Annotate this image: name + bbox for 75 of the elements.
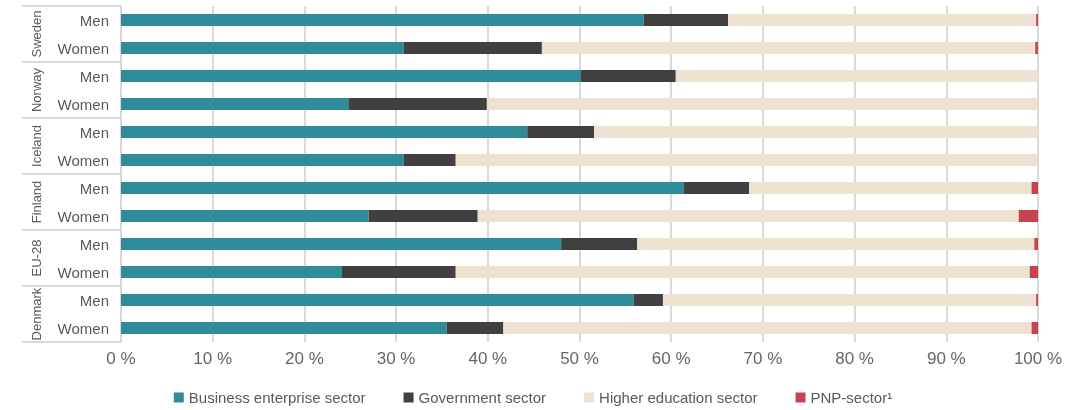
y-tick-label: Women <box>57 263 109 281</box>
bar <box>633 294 663 306</box>
x-tick-label: 90 % <box>926 349 966 368</box>
y-tick-label: Women <box>57 319 109 337</box>
y-tick-label: Women <box>57 95 109 113</box>
y-tick-label: Men <box>79 67 109 85</box>
x-tick-label: 30 % <box>376 349 416 368</box>
bar <box>1018 210 1038 222</box>
bar <box>121 266 342 278</box>
x-tick-label: 60 % <box>651 349 691 368</box>
bar <box>643 14 729 26</box>
bar <box>403 42 542 54</box>
bar <box>121 70 581 82</box>
bar <box>455 154 1038 166</box>
bar <box>455 266 1030 278</box>
x-tick-label: 40 % <box>468 349 508 368</box>
legend-label: Higher education sector <box>599 389 758 406</box>
legend-label: PNP-sector¹ <box>810 389 893 406</box>
bar <box>580 70 676 82</box>
text: Iceland <box>28 125 44 167</box>
x-tick-label: 0 % <box>106 349 136 368</box>
bar <box>477 210 1019 222</box>
bar <box>486 98 1038 110</box>
bar <box>728 14 1037 26</box>
x-tick-label: 100 % <box>1013 349 1063 368</box>
legend-label: Government sector <box>418 389 547 406</box>
y-tick-label: Men <box>79 179 109 197</box>
bar <box>121 126 528 138</box>
bar <box>121 294 634 306</box>
text: EU-28 <box>28 239 44 277</box>
bar <box>749 182 1032 194</box>
bar <box>1035 42 1038 54</box>
bar <box>527 126 595 138</box>
text: Denmark <box>28 287 44 341</box>
bar <box>1029 266 1038 278</box>
bar <box>541 42 1036 54</box>
text: Finland <box>28 180 44 224</box>
bar <box>1031 182 1038 194</box>
x-tick-label: 50 % <box>560 349 599 368</box>
text: Sweden <box>28 10 44 58</box>
bar <box>1034 238 1038 250</box>
bar <box>403 154 456 166</box>
y-tick-label: Men <box>79 235 109 253</box>
bar <box>121 98 349 110</box>
bar <box>121 42 404 54</box>
y-tick-label: Men <box>79 291 109 309</box>
bar <box>121 154 404 166</box>
bar <box>594 126 1038 138</box>
y-tick-label: Women <box>57 39 109 57</box>
bar <box>446 322 504 334</box>
bar <box>121 238 562 250</box>
text: Norway <box>28 67 44 113</box>
y-tick-label: Men <box>79 123 109 141</box>
bar <box>675 70 1038 82</box>
x-tick-label: 20 % <box>285 349 324 368</box>
bar <box>121 14 644 26</box>
x-tick-label: 10 % <box>193 349 233 368</box>
x-tick-label: 70 % <box>743 349 783 368</box>
bar <box>342 266 456 278</box>
bar <box>662 294 1037 306</box>
x-tick-label: 80 % <box>835 349 874 368</box>
bar <box>121 322 447 334</box>
bar <box>684 182 750 194</box>
bar <box>561 238 638 250</box>
y-tick-label: Women <box>57 207 109 225</box>
y-tick-label: Women <box>57 151 109 169</box>
bar <box>121 182 685 194</box>
bar <box>348 98 487 110</box>
y-tick-label: Men <box>79 11 109 29</box>
legend-label: Business enterprise sector <box>188 389 366 406</box>
bar <box>368 210 478 222</box>
bar <box>637 238 1035 250</box>
bar <box>503 322 1032 334</box>
bar <box>121 210 369 222</box>
bar <box>1031 322 1038 334</box>
